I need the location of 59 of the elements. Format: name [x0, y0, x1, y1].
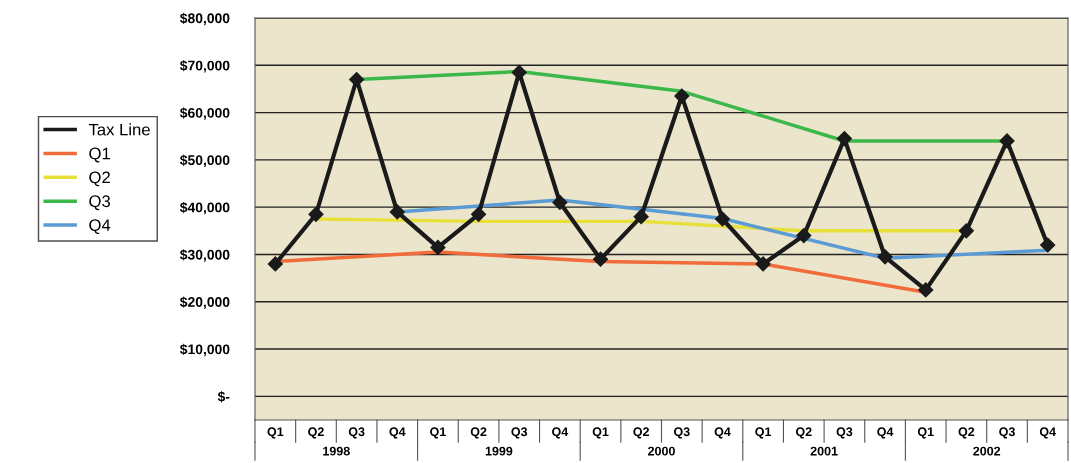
text: 1999	[485, 446, 513, 456]
text: 2002	[973, 446, 1001, 456]
point	[267, 256, 283, 272]
point	[349, 71, 365, 88]
y-tick-label: $20,000	[179, 296, 230, 309]
text: 1998	[323, 446, 350, 456]
y-tick-label: $80,000	[179, 12, 230, 26]
point	[999, 133, 1015, 149]
legend-label: Q3	[89, 195, 111, 211]
point	[958, 223, 974, 239]
point	[796, 227, 812, 244]
point	[592, 251, 609, 267]
point	[714, 211, 731, 227]
y-tick-label: $30,000	[179, 249, 230, 262]
y-tick-label: $40,000	[179, 201, 230, 215]
x-tick-label: Q3	[836, 427, 853, 439]
point	[308, 206, 324, 222]
point	[1040, 237, 1056, 253]
x-tick-label: Q2	[795, 427, 812, 439]
x-tick-label: Q4	[714, 427, 731, 439]
x-tick-label: Q3	[674, 427, 690, 439]
point	[511, 64, 527, 80]
y-tick-label: $-	[217, 391, 230, 403]
text: 2001	[810, 446, 838, 456]
x-tick-label: Q4	[552, 427, 569, 439]
x-tick-label: Q1	[430, 427, 446, 439]
x-tick-label: Q2	[958, 427, 975, 439]
y-tick-label: $50,000	[179, 154, 230, 168]
legend-label: Q4	[89, 219, 111, 234]
x-tick-label: Q1	[917, 427, 934, 439]
x-tick-label: Q2	[470, 427, 487, 439]
point	[471, 206, 487, 222]
x-tick-label: Q1	[267, 427, 284, 439]
point	[430, 239, 446, 255]
legend-label: Tax Line	[88, 123, 150, 136]
x-tick-label: Q3	[348, 427, 365, 439]
y-tick-label: $10,000	[179, 343, 230, 357]
point	[877, 249, 893, 265]
point	[755, 256, 771, 272]
x-tick-label: Q3	[511, 427, 528, 439]
point	[674, 88, 690, 104]
text: 2000	[648, 446, 675, 456]
x-tick-label: Q2	[633, 427, 650, 439]
x-tick-label: Q3	[999, 427, 1015, 439]
point	[633, 209, 649, 225]
y-tick-label: $70,000	[179, 60, 230, 73]
legend-label: Q2	[89, 171, 110, 187]
legend-label: Q1	[89, 147, 110, 163]
point	[552, 194, 568, 211]
x-tick-label: Q4	[1039, 427, 1056, 439]
point	[836, 131, 852, 147]
point	[389, 204, 405, 220]
y-tick-label: $60,000	[179, 107, 230, 120]
x-tick-label: Q4	[877, 427, 894, 439]
x-tick-label: Q4	[389, 427, 406, 439]
x-tick-label: Q1	[755, 427, 772, 439]
point	[918, 282, 934, 298]
x-tick-label: Q1	[592, 427, 609, 439]
x-tick-label: Q2	[308, 427, 324, 439]
